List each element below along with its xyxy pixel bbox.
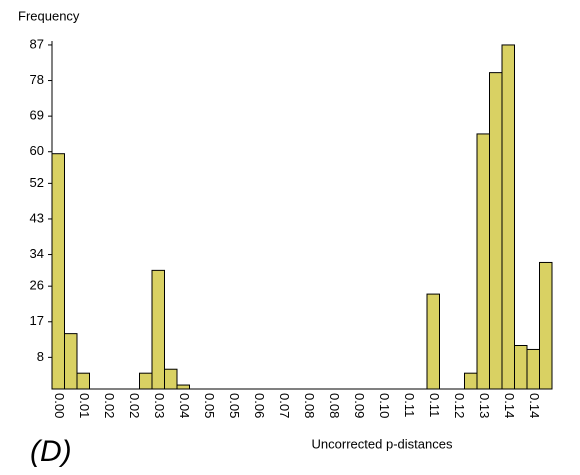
x-tick-label: 0.05 [227, 393, 242, 418]
x-tick-label: 0.11 [427, 393, 442, 417]
bar [51, 153, 65, 390]
bar [476, 133, 490, 390]
x-tick-label: 0.05 [202, 393, 217, 418]
y-tick-label: 78 [30, 72, 44, 87]
x-tick-label: 0.11 [402, 393, 417, 417]
y-tick-label: 17 [30, 313, 44, 328]
x-tick-label: 0.13 [477, 393, 492, 418]
bar [514, 345, 528, 390]
y-tick-label: 8 [37, 349, 44, 364]
x-tick-label: 0.08 [327, 393, 342, 418]
y-tick-label: 60 [30, 143, 44, 158]
bar [76, 372, 90, 390]
y-tick-label: 34 [30, 246, 44, 261]
x-tick-label: 0.01 [77, 393, 92, 418]
y-tick-label: 87 [30, 36, 44, 51]
bar [501, 44, 515, 390]
x-tick-label: 0.04 [177, 393, 192, 418]
bar [539, 261, 553, 390]
bar [464, 372, 478, 390]
x-tick-label: 0.02 [102, 393, 117, 418]
bar [151, 269, 165, 390]
bar [64, 333, 78, 390]
x-tick-label: 0.06 [252, 393, 267, 418]
y-tick-label: 43 [30, 210, 44, 225]
bar [489, 72, 503, 390]
x-tick-label: 0.12 [452, 393, 467, 418]
x-tick-label: 0.08 [302, 393, 317, 418]
x-tick-label: 0.02 [127, 393, 142, 418]
bar [164, 368, 178, 390]
x-tick-label: 0.07 [277, 393, 292, 418]
y-axis-label: Frequency [18, 8, 80, 23]
bar [426, 293, 440, 390]
x-tick-label: 0.14 [502, 393, 517, 418]
bar [139, 372, 153, 390]
x-tick-label: 0.00 [52, 393, 67, 418]
panel-label: (D) [30, 435, 72, 468]
x-tick-label: 0.10 [377, 393, 392, 418]
y-tick-label: 52 [30, 175, 44, 190]
x-tick-label: 0.09 [352, 393, 367, 418]
bar [526, 348, 540, 390]
y-tick-label: 69 [30, 108, 44, 123]
x-axis-label: Uncorrected p-distances [312, 436, 453, 451]
bar [176, 384, 190, 390]
x-tick-label: 0.14 [527, 393, 542, 418]
x-tick-label: 0.03 [152, 393, 167, 418]
y-tick-label: 26 [30, 278, 44, 293]
